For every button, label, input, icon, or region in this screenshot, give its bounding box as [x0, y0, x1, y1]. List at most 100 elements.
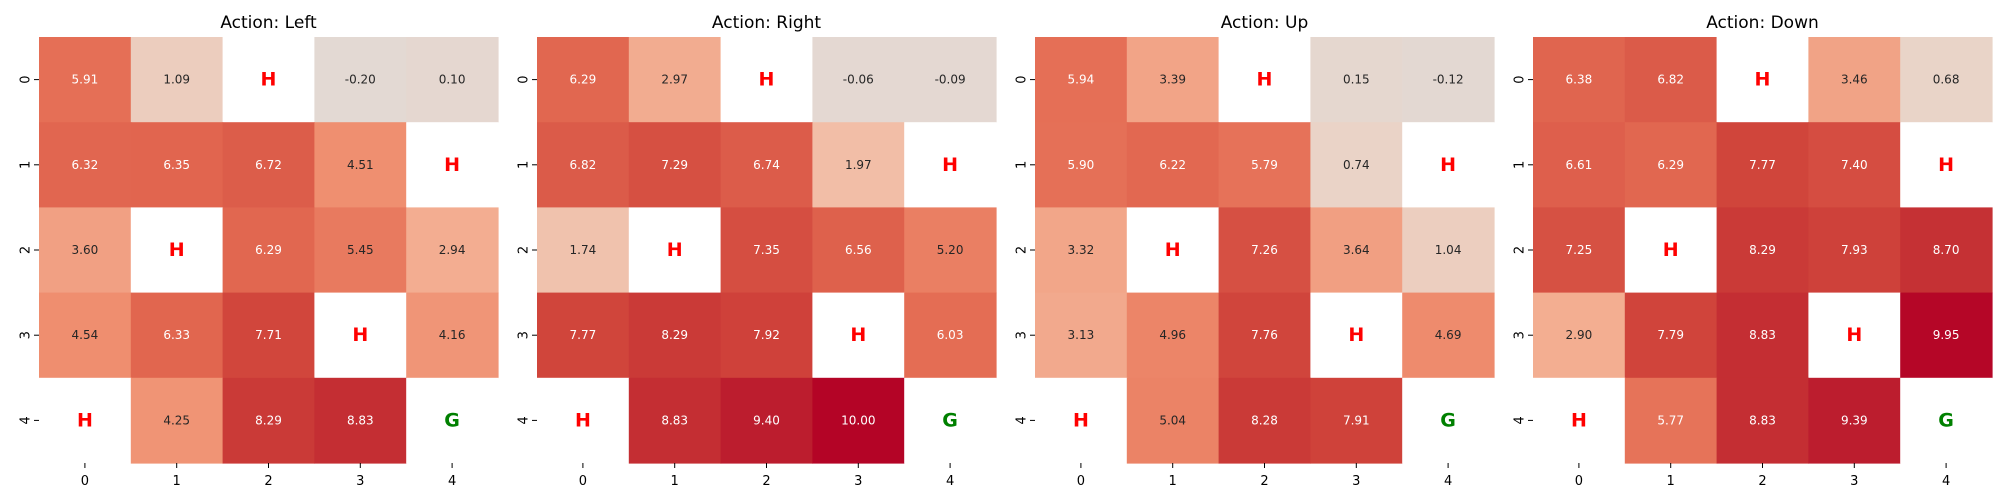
- heatmap-cell: [130, 292, 224, 379]
- heatmap-cell: [628, 37, 722, 123]
- heatmap-cell: [1035, 37, 1128, 123]
- x-tick-label: 0: [1575, 474, 1583, 489]
- y-tick-label: 3: [1015, 331, 1030, 339]
- cell-value-label: 8.83: [347, 413, 374, 427]
- heatmap-cell: [1624, 377, 1718, 464]
- cell-value-label: 6.61: [1566, 158, 1593, 172]
- heatmap-cell: [1900, 37, 1993, 123]
- x-tick-label: 0: [1077, 474, 1085, 489]
- heatmap-cell: [314, 377, 407, 464]
- heatmap-cell: [1808, 37, 1901, 123]
- cell-value-label: 5.90: [1068, 158, 1095, 172]
- cell-value-label: -0.20: [345, 73, 376, 87]
- hole-label: H: [1755, 69, 1771, 91]
- heatmap-cell: [1035, 292, 1128, 379]
- panel-title: Action: Right: [712, 13, 821, 33]
- heatmap-cell: [812, 377, 905, 464]
- heatmap-cell: [720, 122, 813, 208]
- x-tick-label: 2: [264, 474, 272, 489]
- y-tick-label: 3: [1513, 331, 1528, 339]
- cell-value-label: 0.68: [1933, 73, 1960, 87]
- y-tick-label: 0: [19, 75, 34, 83]
- cell-value-label: 8.83: [661, 413, 688, 427]
- heatmap-cell: [1402, 207, 1495, 294]
- heatmap-cell: [130, 377, 224, 464]
- cell-value-label: 2.90: [1566, 328, 1593, 342]
- heatmap-cell: [39, 207, 132, 294]
- y-tick-label: 4: [1015, 416, 1030, 424]
- cell-value-label: 1.09: [163, 73, 190, 87]
- cell-value-label: 6.29: [570, 73, 597, 87]
- cell-value-label: 1.97: [845, 158, 872, 172]
- y-tick-label: 1: [19, 161, 34, 169]
- cell-value-label: 0.74: [1343, 158, 1370, 172]
- hole-label: H: [575, 409, 591, 431]
- cell-value-label: 9.95: [1933, 328, 1960, 342]
- heatmap-cell: [1808, 292, 1901, 379]
- cell-value-label: 4.96: [1159, 328, 1186, 342]
- heatmap-cell: [1900, 122, 1993, 208]
- cell-value-label: 7.77: [1749, 158, 1776, 172]
- cell-value-label: 7.29: [661, 158, 688, 172]
- x-tick-label: 0: [81, 474, 89, 489]
- x-tick-label: 1: [1169, 474, 1177, 489]
- cell-value-label: 7.77: [570, 328, 597, 342]
- cell-value-label: 4.69: [1435, 328, 1462, 342]
- heatmap-cell: [1402, 37, 1495, 123]
- heatmap-cell: [1624, 292, 1718, 379]
- cell-value-label: 6.33: [163, 328, 190, 342]
- heatmap-cell: [904, 37, 997, 123]
- y-tick-label: 2: [517, 246, 532, 254]
- cell-value-label: 7.35: [753, 243, 780, 257]
- cell-value-label: 7.92: [753, 328, 780, 342]
- cell-value-label: 7.93: [1841, 243, 1868, 257]
- heatmap-cell: [222, 377, 315, 464]
- cell-value-label: 3.13: [1068, 328, 1095, 342]
- heatmap-cell: [39, 377, 132, 464]
- heatmap-cell: [130, 122, 224, 208]
- heatmap-cell: [314, 292, 407, 379]
- heatmap-cell: [904, 122, 997, 208]
- cell-value-label: 1.04: [1435, 243, 1462, 257]
- hole-label: H: [1846, 324, 1862, 346]
- hole-label: H: [850, 324, 866, 346]
- cell-value-label: 6.56: [845, 243, 872, 257]
- y-tick-label: 2: [1015, 246, 1030, 254]
- heatmap-cell: [537, 292, 630, 379]
- y-tick-label: 2: [1513, 246, 1528, 254]
- heatmap-cell: [1716, 122, 1809, 208]
- heatmap-cell: [1035, 377, 1128, 464]
- cell-value-label: 5.77: [1657, 413, 1684, 427]
- heatmap-cell: [1126, 377, 1220, 464]
- panel-title: Action: Down: [1706, 13, 1819, 33]
- hole-label: H: [261, 69, 277, 91]
- x-tick-label: 3: [854, 474, 862, 489]
- x-tick-label: 4: [946, 474, 954, 489]
- heatmap-cell: [1533, 122, 1626, 208]
- heatmap-cell: [1218, 122, 1311, 208]
- cell-value-label: 6.74: [753, 158, 780, 172]
- heatmap-cell: [1716, 37, 1809, 123]
- cell-value-label: 5.20: [937, 243, 964, 257]
- y-tick-label: 1: [1513, 161, 1528, 169]
- hole-label: H: [1440, 154, 1456, 176]
- cell-value-label: 5.94: [1068, 73, 1095, 87]
- heatmap-cell: [628, 377, 722, 464]
- heatmap-cell: [812, 37, 905, 123]
- heatmap-cell: [222, 292, 315, 379]
- y-tick-label: 0: [1015, 75, 1030, 83]
- cell-value-label: 9.40: [753, 413, 780, 427]
- heatmap-cell: [1310, 292, 1403, 379]
- heatmap-cell: [1402, 377, 1495, 464]
- heatmap-cell: [628, 122, 722, 208]
- heatmap-cell: [406, 207, 499, 294]
- y-tick-label: 3: [517, 331, 532, 339]
- heatmap-cell: [720, 377, 813, 464]
- y-tick-label: 1: [1015, 161, 1030, 169]
- goal-label: G: [1440, 409, 1456, 431]
- heatmap-panel-1: Action: Right 6.29 2.97 H -0.06 -0.09 6.82 7.29…: [517, 13, 997, 489]
- x-tick-label: 1: [173, 474, 181, 489]
- cell-value-label: 6.03: [937, 328, 964, 342]
- heatmap-cell: [1310, 37, 1403, 123]
- heatmap-cell: [720, 292, 813, 379]
